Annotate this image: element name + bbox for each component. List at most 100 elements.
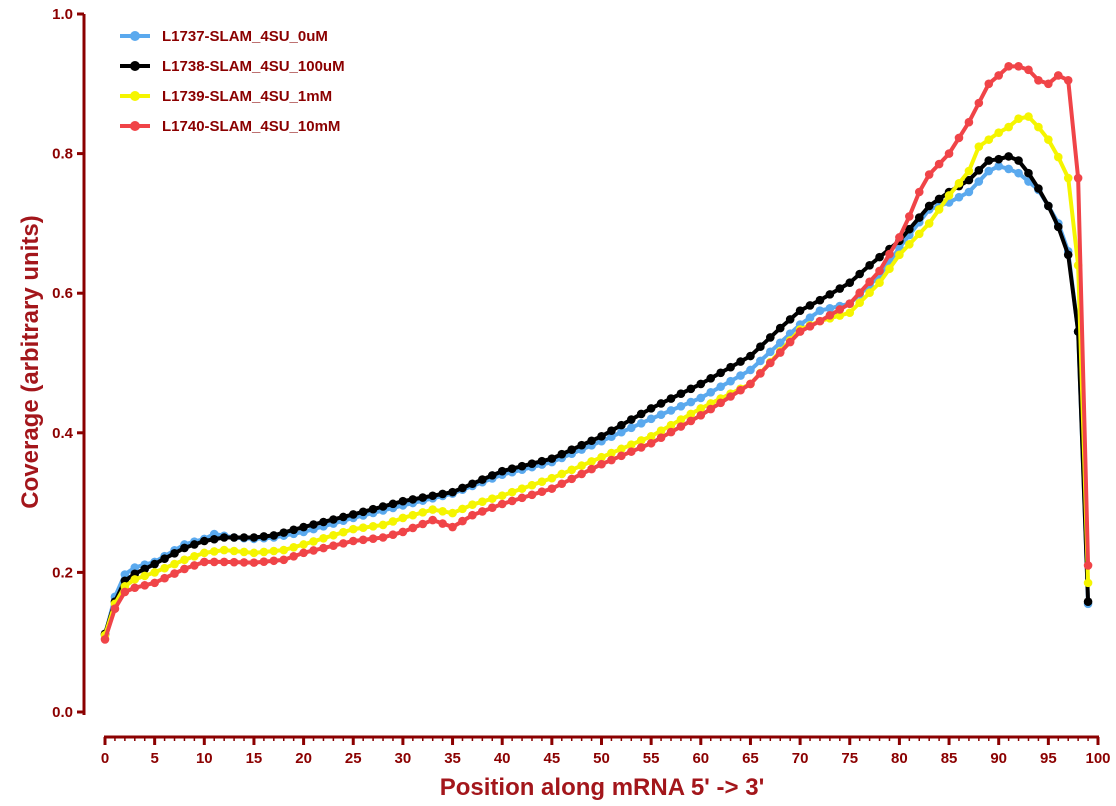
data-point: [120, 587, 130, 597]
axes-layer: 0.0 0.2 0.4 0.6 0.8 1.0 0 5 10 15 20 25 30 35 40 45 50 55…: [52, 6, 1110, 767]
data-point: [984, 79, 994, 89]
data-point: [448, 487, 457, 497]
data-point: [200, 536, 209, 546]
data-point: [706, 388, 716, 397]
data-point: [756, 342, 765, 352]
data-point: [1083, 578, 1093, 588]
x-tick-label: 25: [345, 750, 362, 767]
data-point: [239, 547, 249, 557]
x-tick-label: 30: [395, 750, 412, 767]
data-point: [656, 399, 666, 408]
data-point: [517, 484, 527, 493]
x-tick-label: 90: [990, 750, 1007, 767]
data-point: [696, 393, 706, 403]
data-point: [1024, 168, 1033, 178]
x-tick-label: 75: [841, 750, 858, 767]
data-point: [388, 499, 398, 509]
data-point: [944, 149, 954, 158]
data-point: [875, 278, 884, 288]
data-point: [954, 192, 964, 202]
data-point: [527, 459, 537, 468]
data-point: [1004, 164, 1013, 174]
data-point: [249, 533, 259, 542]
data-point: [825, 290, 835, 299]
data-point: [676, 415, 686, 424]
data-point: [597, 431, 606, 441]
data-point: [815, 295, 825, 305]
legend-item: L1740-SLAM_4SU_10mM: [120, 118, 340, 135]
data-point: [547, 484, 557, 493]
data-point: [249, 558, 259, 567]
legend-label: L1740-SLAM_4SU_10mM: [162, 118, 340, 135]
data-point: [746, 351, 755, 361]
data-point: [656, 426, 666, 436]
data-point: [1004, 62, 1013, 71]
data-point: [587, 457, 596, 466]
data-point: [170, 559, 179, 569]
data-point: [845, 299, 855, 308]
data-point: [329, 515, 338, 524]
data-point: [895, 250, 904, 260]
data-point: [746, 379, 755, 389]
data-point: [180, 555, 189, 565]
data-point: [1024, 112, 1033, 121]
x-tick-label: 100: [1085, 750, 1110, 767]
data-point: [845, 278, 855, 288]
data-point: [170, 549, 179, 558]
y-tick-label: 0.6: [52, 285, 73, 302]
data-point: [428, 505, 437, 514]
data-point: [408, 495, 418, 504]
legend-item: L1738-SLAM_4SU_100uM: [120, 58, 345, 75]
data-point: [348, 510, 358, 519]
data-point: [607, 432, 616, 442]
legend-label: L1738-SLAM_4SU_100uM: [162, 58, 345, 75]
data-point: [110, 604, 120, 613]
data-point: [964, 117, 974, 127]
data-point: [656, 433, 666, 442]
data-point: [1034, 76, 1043, 85]
data-point: [666, 406, 676, 415]
series-1: [100, 161, 1093, 640]
data-point: [1014, 156, 1023, 165]
data-point: [597, 452, 606, 462]
data-point: [607, 448, 616, 458]
data-point: [339, 512, 348, 522]
data-point: [775, 338, 785, 348]
data-point: [398, 496, 408, 506]
legend-label: L1737-SLAM_4SU_0uM: [162, 28, 328, 45]
data-point: [398, 513, 408, 523]
data-point: [1044, 79, 1053, 89]
data-point: [190, 552, 199, 561]
data-point: [686, 397, 696, 407]
data-point: [865, 260, 874, 270]
data-point: [319, 517, 328, 527]
data-point: [875, 266, 884, 276]
data-point: [577, 461, 586, 470]
data-point: [368, 522, 378, 531]
data-point: [348, 524, 358, 534]
y-axis-title: Coverage (arbitrary units): [17, 215, 44, 508]
data-point: [1014, 62, 1023, 71]
data-point: [686, 409, 696, 419]
legend-swatch-marker: [130, 31, 140, 41]
data-point: [497, 466, 507, 476]
data-point: [666, 427, 676, 437]
data-point: [358, 523, 368, 533]
x-tick-label: 35: [444, 750, 461, 767]
data-point: [329, 541, 338, 551]
legend: L1737-SLAM_4SU_0uM L1738-SLAM_4SU_100uM L1…: [120, 28, 345, 135]
data-point: [190, 561, 199, 570]
series-2: [100, 152, 1093, 639]
data-point: [358, 507, 368, 517]
data-point: [865, 288, 874, 298]
data-point: [368, 504, 378, 514]
data-point: [339, 527, 348, 537]
data-point: [1053, 152, 1063, 162]
data-point: [914, 229, 924, 239]
data-point: [229, 546, 239, 556]
data-point: [676, 389, 686, 399]
data-point: [299, 548, 308, 558]
data-point: [954, 133, 964, 143]
data-point: [785, 337, 795, 347]
